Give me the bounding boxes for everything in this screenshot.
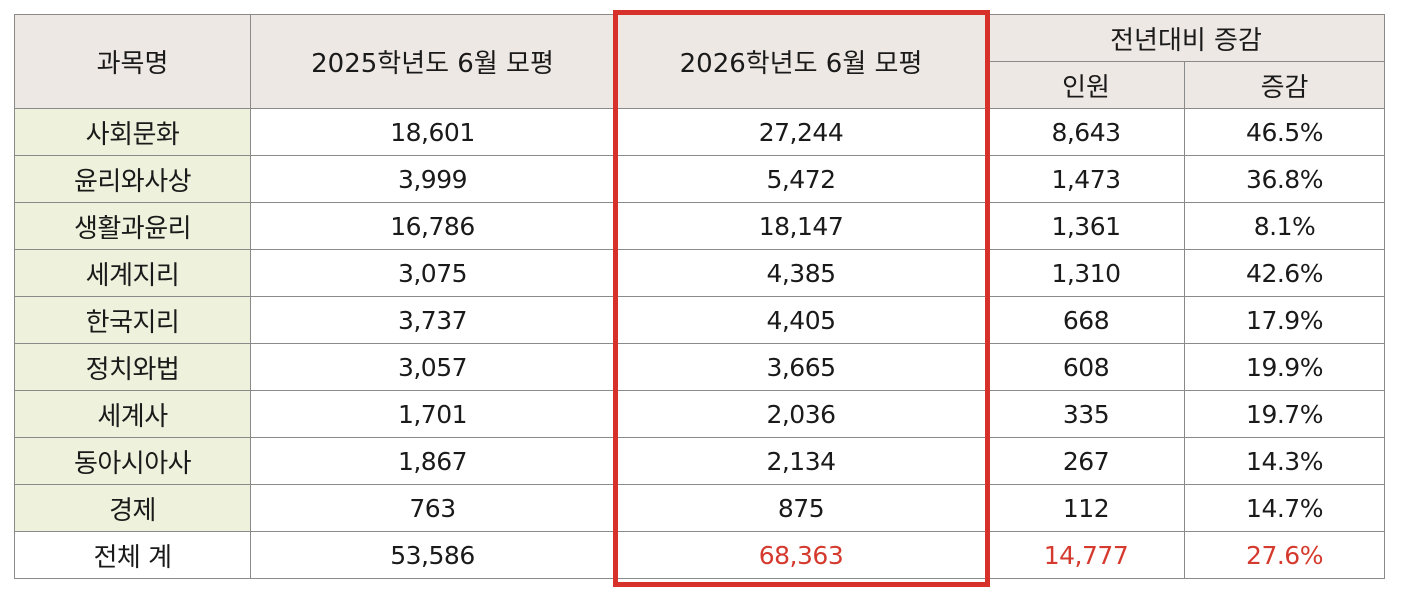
- cell-count: 1,473: [987, 155, 1185, 203]
- cell-2025: 18,601: [250, 108, 615, 156]
- cell-subject: 생활과윤리: [14, 202, 251, 250]
- total-row: 전체 계 53,586 68,363 14,777 27.6%: [14, 531, 1386, 579]
- table-row: 사회문화 18,601 27,244 8,643 46.5%: [14, 108, 1386, 156]
- cell-2026: 4,385: [614, 249, 988, 297]
- cell-subject: 정치와법: [14, 343, 251, 391]
- table-row: 정치와법 3,057 3,665 608 19.9%: [14, 343, 1386, 391]
- cell-subject: 동아시아사: [14, 437, 251, 485]
- cell-2025: 3,075: [250, 249, 615, 297]
- cell-2026: 18,147: [614, 202, 988, 250]
- cell-2026: 4,405: [614, 296, 988, 344]
- cell-rate: 19.7%: [1183, 390, 1386, 438]
- cell-count: 335: [987, 390, 1185, 438]
- cell-rate: 46.5%: [1183, 108, 1386, 156]
- table-row: 세계사 1,701 2,036 335 19.7%: [14, 390, 1386, 438]
- cell-rate: 36.8%: [1183, 155, 1386, 203]
- cell-count: 8,643: [987, 108, 1185, 156]
- cell-count: 608: [987, 343, 1185, 391]
- cell-2025: 3,737: [250, 296, 615, 344]
- table-row: 윤리와사상 3,999 5,472 1,473 36.8%: [14, 155, 1386, 203]
- cell-rate: 14.3%: [1183, 437, 1386, 485]
- total-label: 전체 계: [14, 531, 251, 579]
- subject-applicants-table: 과목명 2025학년도 6월 모평 2026학년도 6월 모평 전년대비 증감 …: [14, 14, 1386, 579]
- table-row: 한국지리 3,737 4,405 668 17.9%: [14, 296, 1386, 344]
- header-2026: 2026학년도 6월 모평: [614, 14, 988, 109]
- total-rate: 27.6%: [1183, 531, 1386, 579]
- cell-subject: 세계지리: [14, 249, 251, 297]
- total-count: 14,777: [987, 531, 1185, 579]
- cell-subject: 경제: [14, 484, 251, 532]
- cell-rate: 8.1%: [1183, 202, 1386, 250]
- cell-count: 112: [987, 484, 1185, 532]
- cell-rate: 42.6%: [1183, 249, 1386, 297]
- cell-2026: 5,472: [614, 155, 988, 203]
- cell-2026: 875: [614, 484, 988, 532]
- header-change-rate: 증감: [1183, 61, 1386, 109]
- header-change-count: 인원: [987, 61, 1185, 109]
- cell-2025: 3,057: [250, 343, 615, 391]
- cell-2026: 2,036: [614, 390, 988, 438]
- cell-2026: 2,134: [614, 437, 988, 485]
- cell-count: 267: [987, 437, 1185, 485]
- cell-2025: 3,999: [250, 155, 615, 203]
- cell-2025: 1,867: [250, 437, 615, 485]
- table-body: 사회문화 18,601 27,244 8,643 46.5% 윤리와사상 3,9…: [14, 108, 1386, 579]
- cell-rate: 19.9%: [1183, 343, 1386, 391]
- table-header: 과목명 2025학년도 6월 모평 2026학년도 6월 모평 전년대비 증감 …: [14, 14, 1386, 109]
- cell-count: 668: [987, 296, 1185, 344]
- cell-subject: 윤리와사상: [14, 155, 251, 203]
- table-row: 세계지리 3,075 4,385 1,310 42.6%: [14, 249, 1386, 297]
- table-row: 생활과윤리 16,786 18,147 1,361 8.1%: [14, 202, 1386, 250]
- cell-2025: 16,786: [250, 202, 615, 250]
- header-change-group: 전년대비 증감: [986, 14, 1386, 62]
- cell-count: 1,361: [987, 202, 1185, 250]
- table-row: 경제 763 875 112 14.7%: [14, 484, 1386, 532]
- cell-2026: 3,665: [614, 343, 988, 391]
- cell-subject: 한국지리: [14, 296, 251, 344]
- cell-2025: 763: [250, 484, 615, 532]
- cell-count: 1,310: [987, 249, 1185, 297]
- cell-rate: 17.9%: [1183, 296, 1386, 344]
- cell-subject: 사회문화: [14, 108, 251, 156]
- cell-2025: 1,701: [250, 390, 615, 438]
- total-2025: 53,586: [250, 531, 615, 579]
- header-subject: 과목명: [14, 14, 251, 109]
- cell-2026: 27,244: [614, 108, 988, 156]
- cell-subject: 세계사: [14, 390, 251, 438]
- header-2025: 2025학년도 6월 모평: [250, 14, 615, 109]
- total-2026: 68,363: [614, 531, 988, 579]
- table-row: 동아시아사 1,867 2,134 267 14.3%: [14, 437, 1386, 485]
- cell-rate: 14.7%: [1183, 484, 1386, 532]
